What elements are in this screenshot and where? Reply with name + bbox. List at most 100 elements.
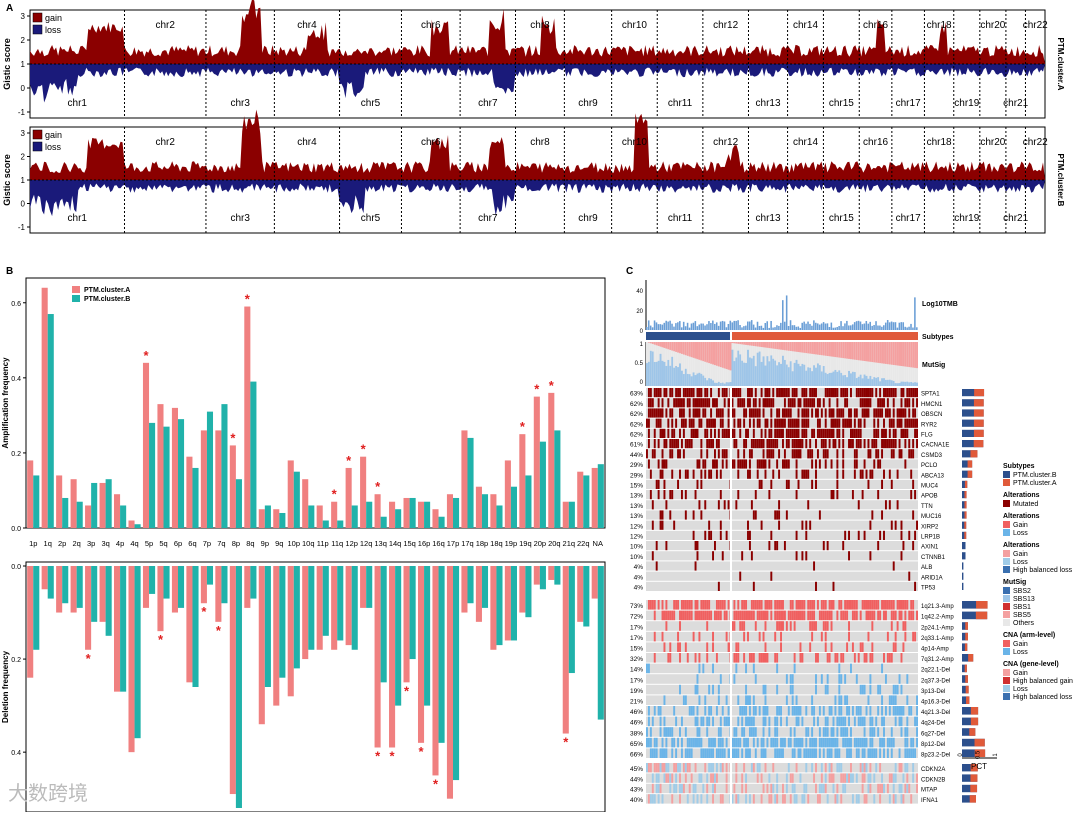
legend-swatch [1003, 521, 1010, 528]
cnag-cell [793, 794, 796, 804]
arm-cell [743, 610, 746, 621]
mutsig-sbs13 [822, 366, 825, 386]
arm-cell [762, 706, 765, 716]
mut-cell [853, 449, 856, 459]
arm-cell [898, 748, 901, 758]
mut-cell [661, 459, 664, 469]
mutsig-sbs5 [682, 342, 685, 355]
panel-a: A 3 2 1 0 -1 Gistic score PTM.cluster.A chr1 chr2… [0, 0, 1080, 245]
mutsig-bg [799, 342, 802, 386]
cnag-cell [665, 763, 668, 773]
arm-cell [846, 642, 849, 652]
mut-cell [873, 439, 876, 449]
arm-cell [696, 600, 699, 610]
arm-cell [912, 610, 915, 621]
mutsig-bg [815, 342, 817, 386]
arm-cell [663, 748, 666, 758]
chrom-label: chr8 [530, 20, 550, 31]
cnag-cell [844, 773, 847, 783]
arm-cell [783, 737, 786, 748]
del-bar-a [27, 566, 34, 678]
arm-pct-bar [962, 675, 968, 683]
arm-cell [684, 727, 687, 737]
mut-cell [727, 398, 730, 408]
mut-cell [869, 469, 872, 479]
mut-cell [774, 541, 777, 551]
mut-cell [793, 428, 796, 438]
arm-cell [698, 653, 701, 663]
mut-cell [822, 398, 825, 408]
cnag-cell [789, 773, 792, 783]
mut-cell [859, 388, 862, 398]
mut-cell [916, 418, 918, 428]
arm-cell [667, 610, 670, 621]
arm-cell [690, 600, 693, 610]
mut-cell [869, 398, 872, 408]
cnag-cell [710, 763, 713, 773]
arm-cell [846, 706, 849, 716]
cnag-cell [832, 783, 835, 794]
cnag-cell [861, 763, 864, 773]
mutsig-sbs5 [725, 342, 728, 370]
mut-cell [677, 479, 680, 489]
mut-cell [682, 428, 685, 438]
arm-cell [750, 600, 753, 610]
amp-y-tick-label: 0.2 [11, 451, 21, 458]
arm-cell [721, 706, 724, 716]
arm-cell [906, 727, 909, 737]
mutsig-sbs13 [783, 359, 786, 386]
mut-gene: ALB [921, 565, 932, 571]
legend-item-label: Gain [1013, 522, 1028, 529]
amp-y-tick-label: 0.0 [11, 526, 21, 533]
mut-gene: TTN [921, 504, 933, 510]
tmb-bar [673, 326, 675, 330]
mut-cell [657, 490, 660, 500]
mut-cell [898, 439, 901, 449]
mutsig-bg [844, 342, 847, 386]
mut-cell [912, 449, 915, 459]
cnag-pct-bar [962, 774, 978, 782]
cnag-cell [830, 763, 833, 773]
mut-cell [704, 408, 707, 418]
mut-cell [706, 418, 709, 428]
mut-cell [748, 398, 751, 408]
y-tick-label: 0 [21, 84, 26, 93]
mut-cell [727, 428, 730, 438]
mut-cell [657, 408, 660, 418]
arm-cell [673, 737, 676, 748]
mut-cell [886, 408, 889, 418]
chrom-label: chr11 [668, 98, 693, 109]
mut-cell [663, 490, 666, 500]
cnag-cell [712, 763, 714, 773]
mut-cell [842, 408, 845, 418]
del-significance-star: * [216, 623, 222, 638]
mutsig-sbs13 [770, 355, 773, 386]
subtype-bar-b [646, 332, 730, 340]
mut-gene: PCLO [921, 463, 938, 469]
arm-cell [756, 600, 759, 610]
arm-cell [702, 610, 705, 621]
mut-cell [795, 439, 798, 449]
amp-bar-a [142, 362, 150, 528]
arm-cell [780, 631, 782, 642]
tmb-bar [692, 322, 695, 330]
amp-bar-a [56, 475, 63, 528]
arm-cell [679, 642, 681, 652]
mutsig-sbs13 [789, 361, 792, 386]
cnag-pct: 44% [630, 776, 643, 783]
arm-cell [906, 748, 909, 758]
mutsig-sbs5 [717, 342, 720, 367]
mutsig-bg [877, 342, 880, 386]
mut-cell [811, 408, 814, 418]
mut-cell [824, 428, 827, 438]
mut-cell [883, 418, 885, 428]
mut-cell [863, 530, 866, 540]
arm-cell [745, 748, 748, 758]
arm-cell [865, 706, 868, 716]
arm-cell [795, 706, 798, 716]
cnag-cell [745, 783, 748, 794]
mut-cell [877, 449, 880, 459]
arm-cell [752, 653, 755, 663]
mutsig-sbs5 [884, 342, 887, 364]
cnag-cell [679, 763, 681, 773]
